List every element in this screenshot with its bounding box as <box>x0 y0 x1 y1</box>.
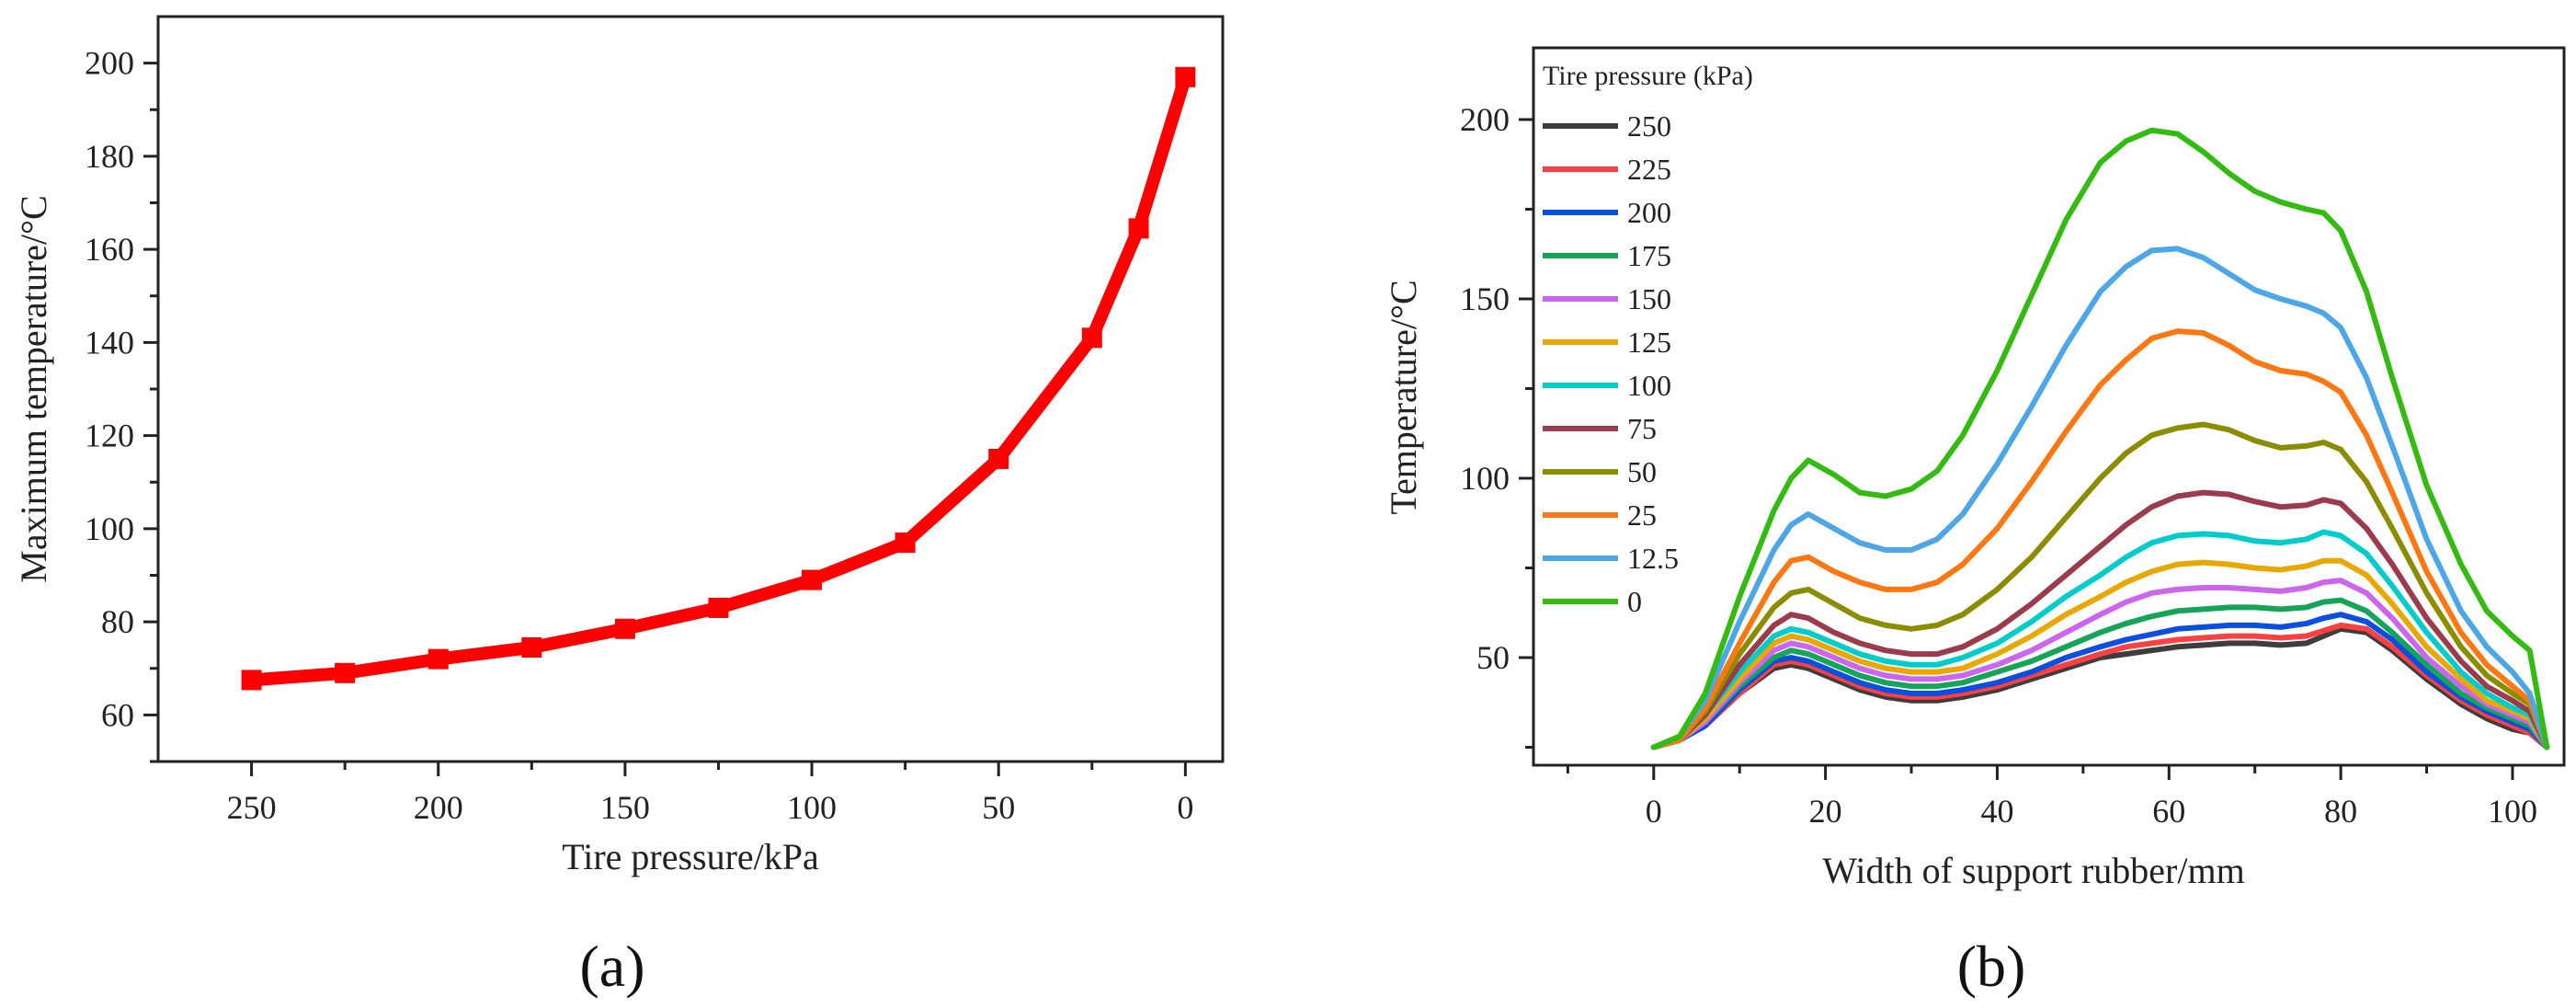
chart-b-legend-label: 250 <box>1627 109 1671 143</box>
chart-b-x-tick-label: 40 <box>1980 793 2013 830</box>
chart-b-plot-frame <box>1532 46 2566 767</box>
chart-a-data-point <box>988 448 1009 469</box>
chart-b-legend-label: 225 <box>1627 153 1671 186</box>
chart-b-series-line <box>1650 529 2550 750</box>
chart-a-data-point <box>895 533 916 554</box>
chart-b-x-tick-label: 100 <box>2488 793 2537 830</box>
chart-a-y-ticks: 60 80 100 120 140 160 180 200 <box>85 45 158 763</box>
chart-a-x-ticks: 250 200 150 100 50 0 <box>227 762 1193 826</box>
chart-a-data-point <box>1175 66 1196 87</box>
chart-a-y-axis-label: Maximum temperature/°C <box>13 195 54 582</box>
chart-b-panel-label: (b) <box>1957 934 2026 999</box>
chart-b-legend-label: 25 <box>1627 498 1657 532</box>
chart-b-legend-label: 0 <box>1627 585 1642 618</box>
chart-b-legend-label: 125 <box>1627 326 1671 359</box>
chart-a-y-tick-label: 140 <box>85 324 134 361</box>
chart-a-data-point <box>614 618 635 639</box>
chart-b-legend-label: 150 <box>1627 282 1671 315</box>
chart-b-series-line <box>1650 557 2550 750</box>
chart-b-legend-label: 200 <box>1627 196 1671 229</box>
chart-b-series-line <box>1650 597 2550 750</box>
chart-b-x-tick-label: 20 <box>1809 793 1842 830</box>
chart-a-y-tick-label: 80 <box>101 603 134 640</box>
chart-a-y-tick-label: 120 <box>85 418 134 454</box>
chart-a-y-tick-label: 160 <box>85 231 134 268</box>
chart-b-legend-label: 175 <box>1627 239 1671 272</box>
chart-b-legend: Tire pressure (kPa) 25022520017515012510… <box>1543 61 1753 618</box>
chart-a: 250 200 150 100 50 0 60 80 100 120 140 160 180 200 T… <box>13 15 1225 999</box>
chart-b-series-line <box>1650 578 2550 750</box>
chart-b-y-tick-label: 150 <box>1460 281 1510 317</box>
chart-b-series-line <box>1650 421 2550 750</box>
chart-a-data-point <box>335 662 356 683</box>
chart-b-series-line <box>1650 612 2550 750</box>
chart-b-x-tick-label: 60 <box>2152 793 2185 830</box>
chart-b-x-tick-label: 80 <box>2324 793 2357 830</box>
chart-a-data-point <box>427 648 449 670</box>
chart-a-panel-label: (a) <box>579 934 644 999</box>
chart-b-y-tick-label: 100 <box>1460 460 1510 497</box>
chart-a-x-tick-label: 250 <box>227 789 277 826</box>
chart-a-x-tick-label: 50 <box>982 789 1015 826</box>
chart-a-x-tick-label: 0 <box>1177 789 1193 826</box>
chart-a-x-tick-label: 150 <box>600 789 650 826</box>
chart-a-y-tick-label: 200 <box>85 45 134 82</box>
chart-a-x-axis-label: Tire pressure/kPa <box>562 836 819 877</box>
chart-b-series-line <box>1650 489 2550 750</box>
chart-a-data-point <box>708 597 729 618</box>
chart-b-x-ticks: 0 20 40 60 80 100 <box>1566 765 2537 830</box>
chart-b-legend-label: 75 <box>1627 412 1657 445</box>
chart-a-x-tick-label: 200 <box>414 789 463 826</box>
chart-b: 0 20 40 60 80 100 50 100 150 200 Tire pressure (… <box>1383 46 2566 999</box>
chart-b-series-line <box>1650 246 2550 750</box>
chart-b-series-line <box>1650 127 2550 750</box>
chart-b-series-line <box>1650 622 2550 750</box>
chart-a-data-point <box>1081 327 1102 349</box>
chart-b-legend-title: Tire pressure (kPa) <box>1543 61 1753 91</box>
chart-a-y-tick-label: 180 <box>85 138 134 175</box>
chart-a-plot-frame <box>156 15 1225 763</box>
chart-b-series <box>1650 127 2550 750</box>
chart-a-y-tick-label: 60 <box>101 696 134 733</box>
chart-a-x-tick-label: 100 <box>787 789 837 826</box>
chart-b-legend-label: 50 <box>1627 455 1657 488</box>
chart-b-series-line <box>1650 328 2550 750</box>
chart-a-data-point <box>1128 218 1149 239</box>
chart-a-data-point <box>241 670 262 691</box>
chart-a-data-point <box>802 569 823 590</box>
chart-b-y-tick-label: 200 <box>1460 101 1510 138</box>
chart-b-legend-label: 100 <box>1627 369 1671 402</box>
chart-b-y-axis-label: Temperature/°C <box>1383 280 1424 514</box>
chart-b-x-tick-label: 0 <box>1646 793 1662 830</box>
chart-a-y-tick-label: 100 <box>85 510 134 547</box>
chart-b-y-tick-label: 50 <box>1476 639 1510 676</box>
chart-b-legend-label: 12.5 <box>1627 542 1679 575</box>
chart-b-x-axis-label: Width of support rubber/mm <box>1822 850 2244 891</box>
chart-b-y-ticks: 50 100 150 200 <box>1460 101 1533 749</box>
chart-a-series-line <box>245 70 1192 687</box>
chart-a-series <box>241 66 1196 691</box>
chart-a-data-point <box>521 636 542 658</box>
